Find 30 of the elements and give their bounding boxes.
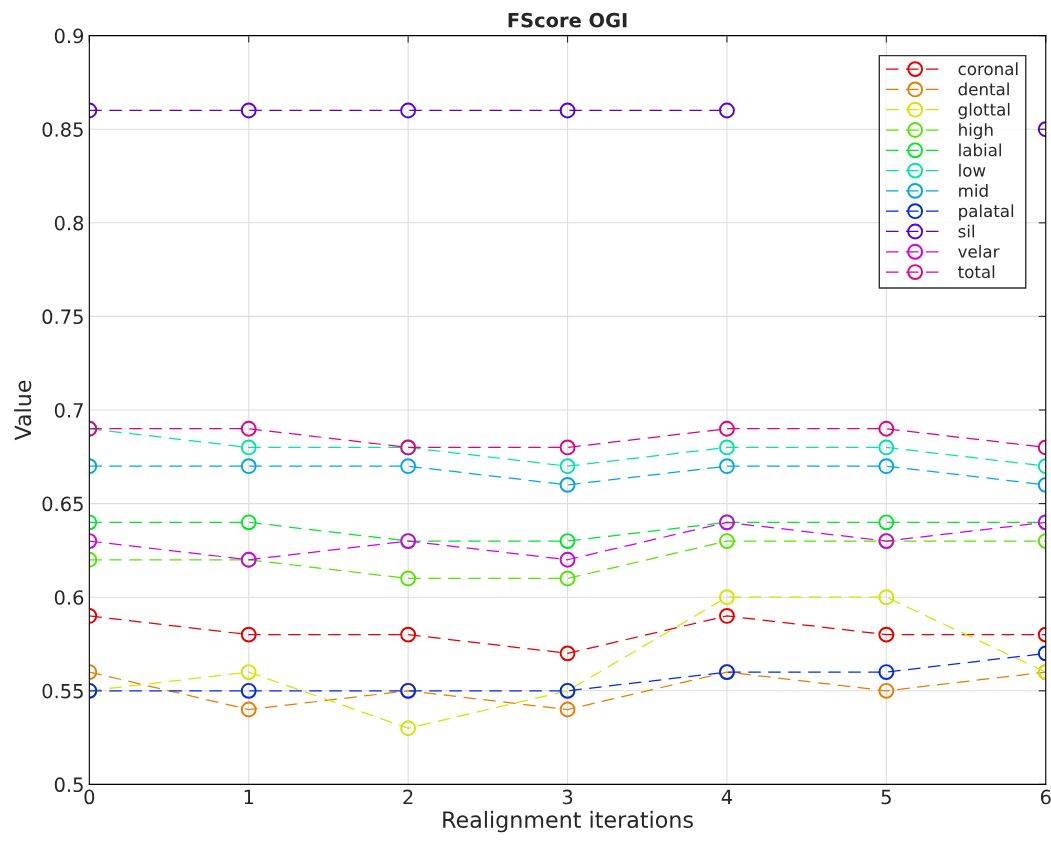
x-tick-label: 3 <box>562 789 573 805</box>
legend-label: mid <box>959 184 988 197</box>
x-tick-label: 0 <box>84 789 95 805</box>
x-tick-label: 4 <box>721 789 733 805</box>
y-tick-label: 0.75 <box>42 309 83 325</box>
y-tick-label: 0.5 <box>54 777 83 793</box>
legend-label: palatal <box>959 204 1014 221</box>
x-tick-label: 5 <box>881 789 891 805</box>
legend-label: labial <box>959 143 1001 157</box>
legend-label: dental <box>958 82 1009 96</box>
y-tick-label: 0.55 <box>42 683 83 699</box>
legend-label: sil <box>958 224 975 238</box>
legend-label: coronal <box>958 62 1018 76</box>
x-tick-label: 1 <box>244 789 254 805</box>
y-tick-label: 0.6 <box>54 590 84 605</box>
y-tick-label: 0.8 <box>54 215 84 231</box>
legend-label: glottal <box>958 102 1010 120</box>
chart-title: FScore OGI <box>508 12 627 28</box>
y-tick-label: 0.7 <box>54 402 83 418</box>
x-tick-label: 2 <box>403 789 413 805</box>
y-tick-label: 0.9 <box>54 28 84 44</box>
legend-label: low <box>959 163 986 177</box>
y-tick-label: 0.85 <box>42 122 83 137</box>
x-tick-label: 6 <box>1040 789 1051 805</box>
y-tick-label: 0.65 <box>42 496 83 512</box>
legend-label: total <box>958 265 995 279</box>
legend-label: high <box>959 123 993 140</box>
y-axis-title: Value <box>14 380 32 441</box>
x-axis-title: Realignment iterations <box>443 810 693 833</box>
legend-label: velar <box>958 244 1000 258</box>
